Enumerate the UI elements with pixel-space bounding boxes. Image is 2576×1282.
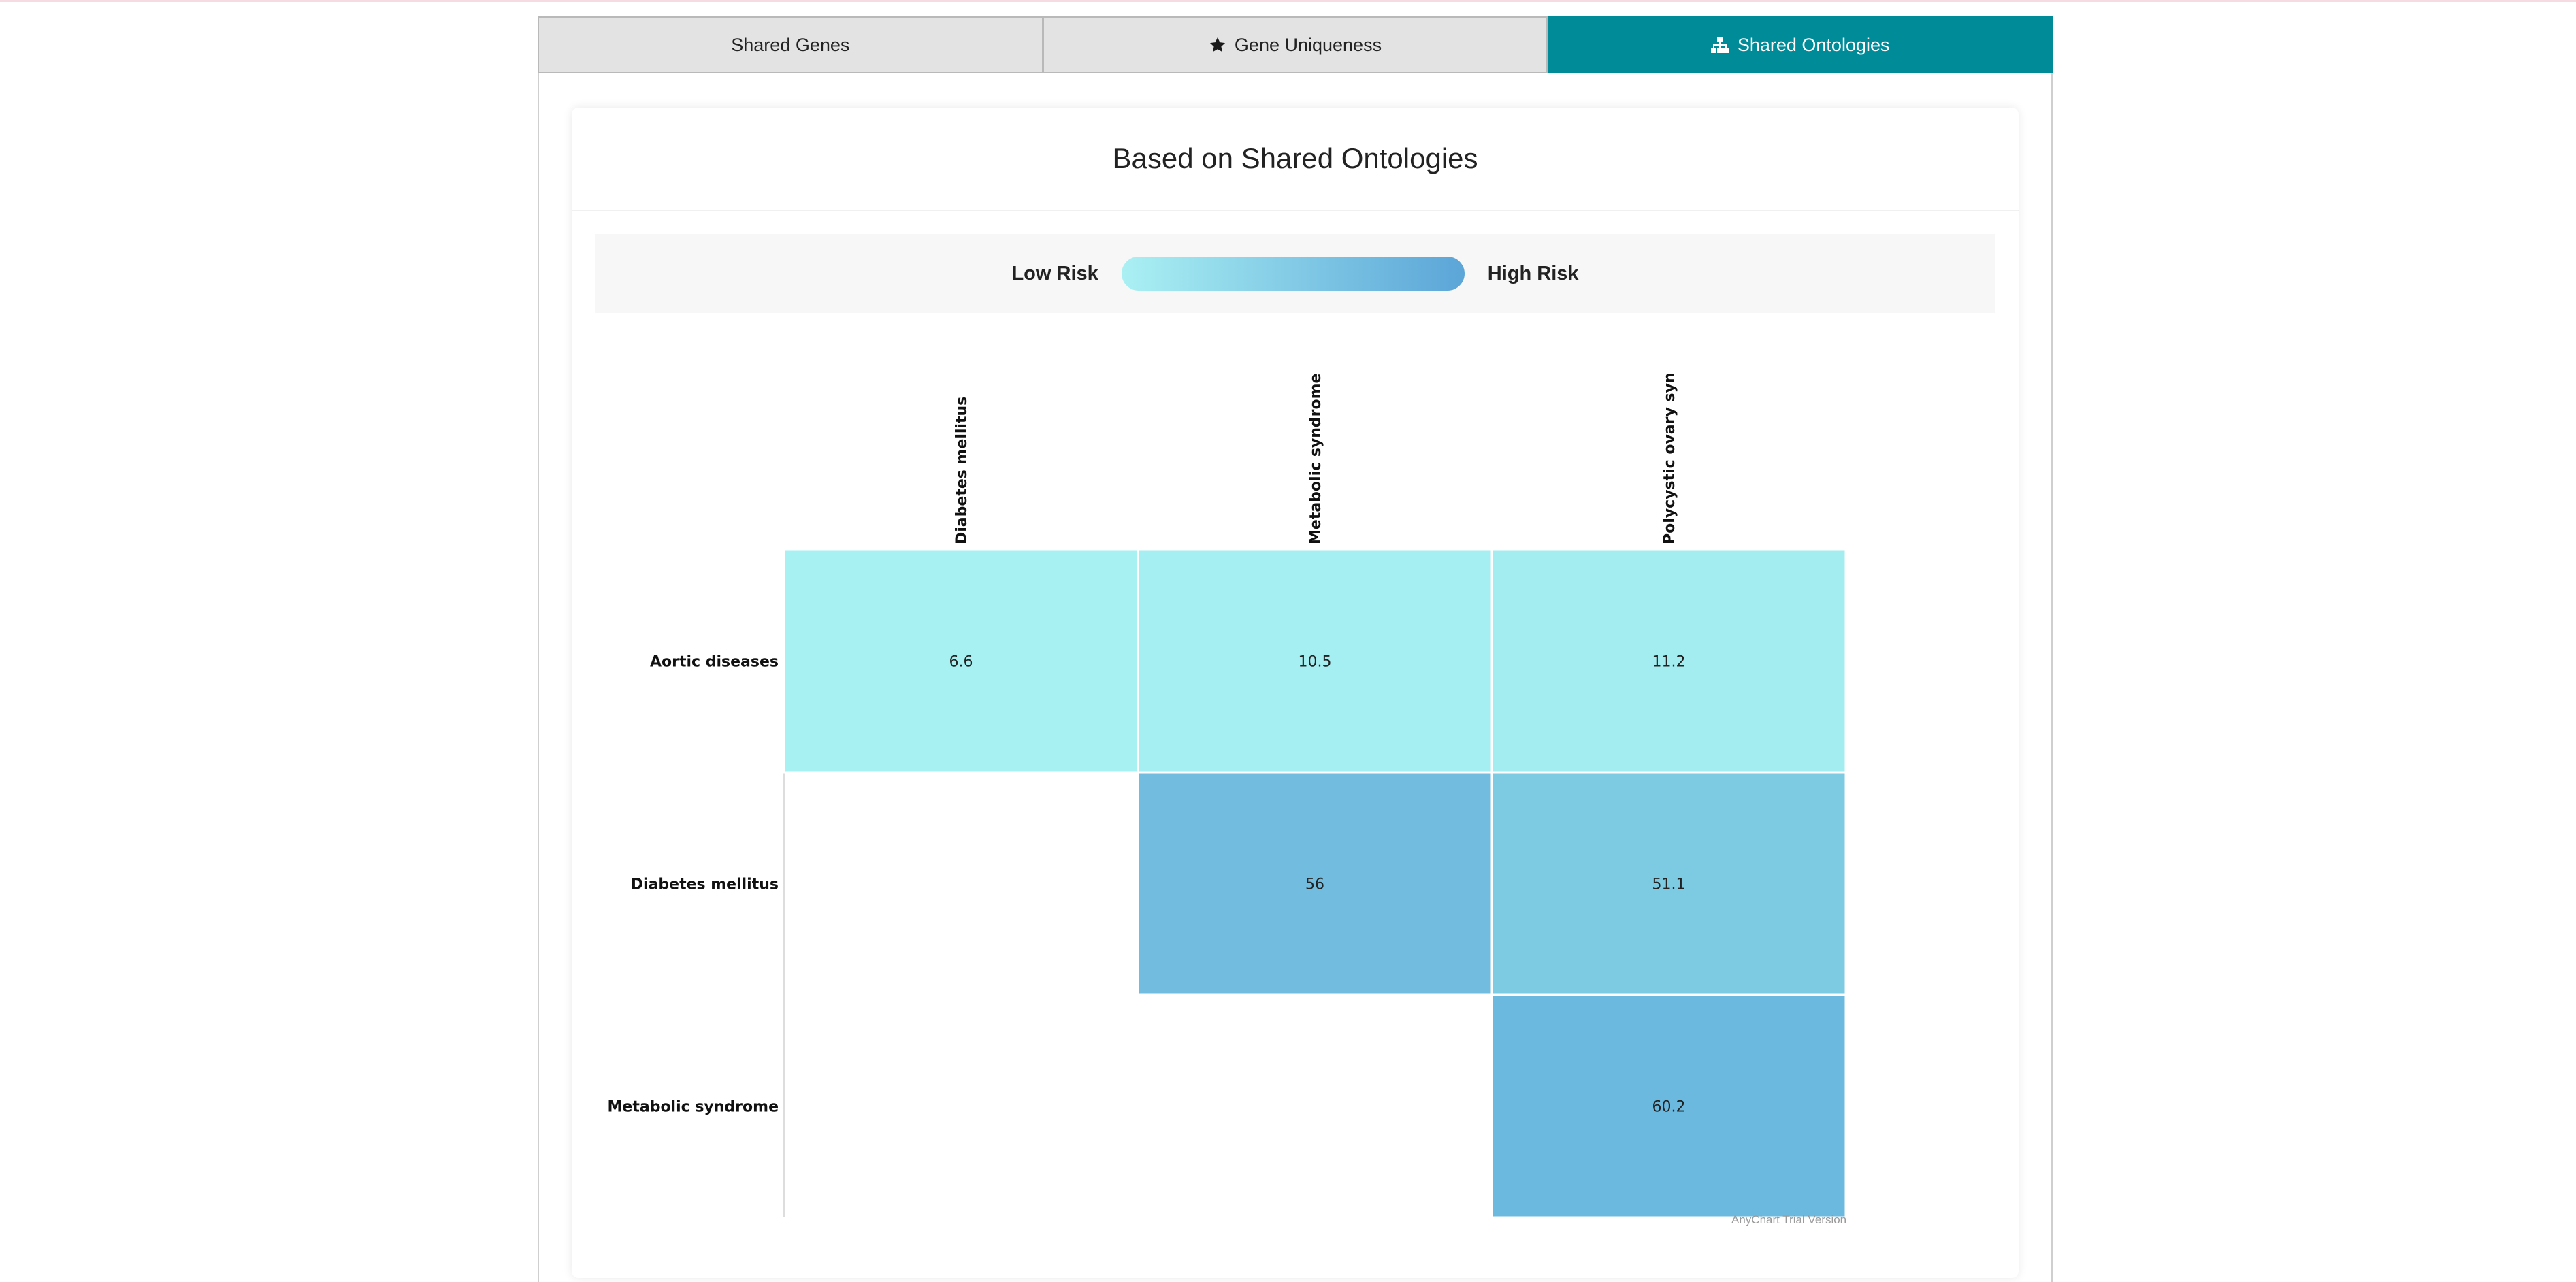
tab-shared-genes[interactable]: Shared Genes bbox=[538, 16, 1043, 73]
chart-watermark: AnyChart Trial Version bbox=[1731, 1213, 1846, 1227]
tab-bar: Shared Genes Gene Uniqueness Shared Onto… bbox=[538, 16, 2053, 73]
legend-low-label: Low Risk bbox=[1011, 262, 1098, 284]
star-icon bbox=[1209, 36, 1226, 54]
tab-gene-uniqueness[interactable]: Gene Uniqueness bbox=[1043, 16, 1548, 73]
tab-shared-ontologies[interactable]: Shared Ontologies bbox=[1548, 16, 2053, 73]
tab-label: Gene Uniqueness bbox=[1234, 34, 1382, 55]
risk-legend: Low Risk High Risk bbox=[595, 234, 1995, 313]
content-frame bbox=[538, 16, 2053, 1282]
tab-label: Shared Genes bbox=[731, 34, 850, 55]
legend-high-label: High Risk bbox=[1487, 262, 1579, 284]
sitemap-icon bbox=[1710, 36, 1729, 54]
tab-label: Shared Ontologies bbox=[1737, 34, 1890, 55]
watermark-text: AnyChart Trial Version bbox=[1731, 1213, 1847, 1226]
top-accent-line bbox=[0, 0, 2576, 2]
card-title: Based on Shared Ontologies bbox=[572, 108, 2019, 211]
chart-card: Based on Shared Ontologies Low Risk High… bbox=[572, 108, 2019, 1278]
legend-gradient-bar bbox=[1121, 257, 1465, 291]
